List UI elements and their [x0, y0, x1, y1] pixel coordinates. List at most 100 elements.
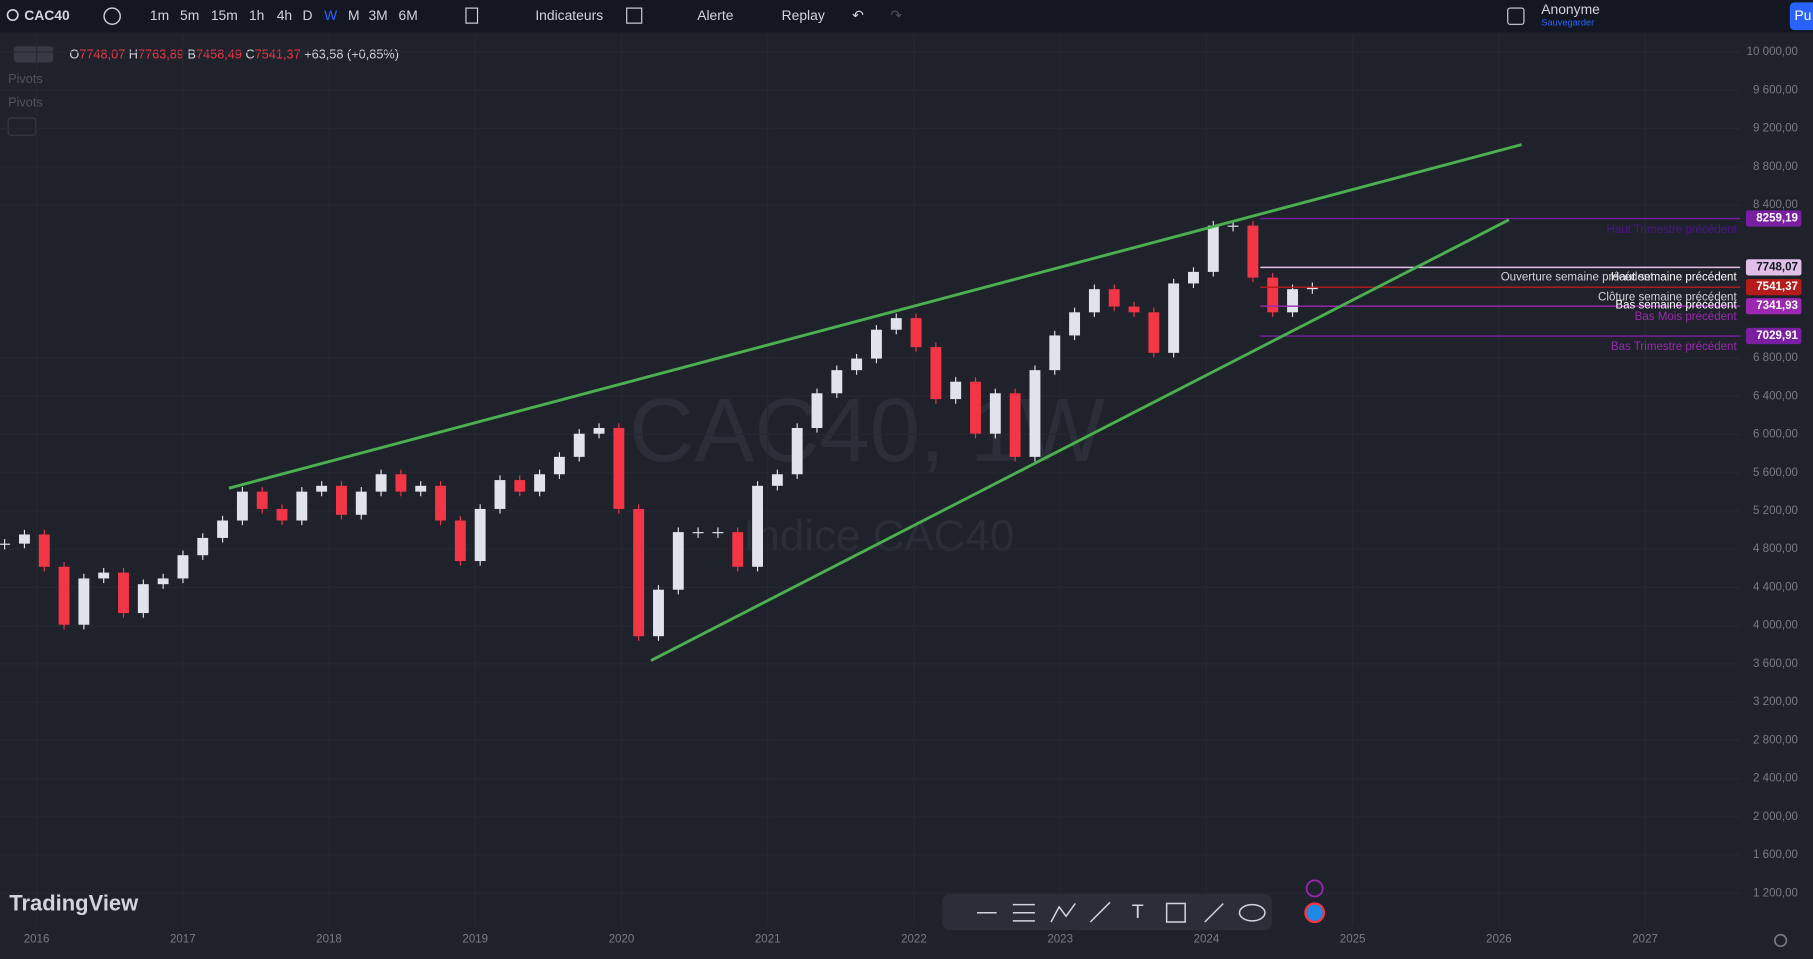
y-tick-label: 6 400,00 — [1753, 390, 1798, 402]
level-name: Haut Trimestre précédent — [1606, 224, 1737, 236]
candle-type-icon[interactable] — [465, 7, 479, 24]
candle — [593, 427, 605, 434]
low-value: 7458,49 — [196, 47, 242, 62]
legend-toggle[interactable] — [13, 46, 54, 63]
level-tag — [1745, 259, 1802, 276]
save-link[interactable]: Sauvegarder — [1541, 18, 1594, 28]
candle — [553, 456, 565, 475]
publish-button[interactable] — [1789, 2, 1813, 31]
candle — [0, 543, 11, 545]
interval-button[interactable]: 6M — [399, 7, 418, 23]
redo-button[interactable]: ↷ — [890, 7, 902, 23]
candle — [137, 584, 149, 614]
tool-icon[interactable] — [1165, 902, 1186, 923]
candle — [58, 566, 70, 625]
candle — [1207, 225, 1219, 272]
user-icon[interactable] — [1507, 7, 1525, 25]
layout-icon[interactable] — [626, 7, 643, 24]
interval-button[interactable]: 15m — [211, 7, 238, 23]
candle — [1148, 312, 1160, 353]
trend-line-upper[interactable] — [228, 143, 1522, 490]
level-name: Bas semaine précédent — [1615, 299, 1737, 311]
candle — [970, 381, 981, 434]
tool-icon[interactable] — [1204, 902, 1224, 923]
y-tick-label: 6 000,00 — [1753, 429, 1798, 441]
candle — [930, 347, 942, 400]
add-symbol[interactable] — [103, 7, 121, 25]
candle — [514, 480, 526, 492]
indicator-name[interactable]: Pivots — [8, 94, 43, 109]
level-tag — [1745, 327, 1802, 345]
candle — [613, 427, 625, 509]
status-icon[interactable] — [1304, 902, 1326, 924]
candle — [752, 485, 764, 567]
candle — [672, 532, 684, 590]
interval-button[interactable]: 3M — [368, 7, 387, 23]
candle — [1029, 370, 1041, 457]
candle — [1088, 289, 1100, 313]
y-tick-label: 1 600,00 — [1753, 849, 1798, 861]
search-icon[interactable] — [6, 9, 19, 22]
y-tick-label: 5 200,00 — [1753, 505, 1798, 517]
candle — [1227, 225, 1239, 227]
candle — [454, 520, 466, 562]
interval-button[interactable]: W — [324, 7, 338, 23]
y-tick-label: 2 800,00 — [1753, 734, 1798, 746]
level-name: Ouverture semaine précédent — [1501, 272, 1655, 284]
tool-icon[interactable] — [1238, 903, 1266, 922]
candle — [1009, 393, 1021, 457]
candle — [217, 520, 229, 538]
settings-icon[interactable] — [1774, 933, 1788, 948]
watermark-subtitle: Indice CAC40 — [743, 512, 1014, 561]
candle — [256, 491, 268, 509]
alert-button[interactable]: Alerte — [697, 7, 733, 23]
x-tick-label: 2025 — [1340, 933, 1366, 945]
indicators-button[interactable]: Indicateurs — [535, 7, 603, 23]
interval-button[interactable]: D — [303, 7, 313, 23]
candle — [435, 485, 446, 521]
candle — [534, 474, 546, 492]
candle — [831, 370, 843, 394]
candle — [157, 578, 169, 585]
level-name: Haut semaine précédent — [1611, 272, 1738, 284]
candle — [791, 427, 803, 475]
candle — [474, 508, 486, 562]
candle — [296, 491, 308, 521]
interval-button[interactable]: 1m — [150, 7, 169, 23]
brand-logo[interactable]: TradingView — [9, 890, 139, 915]
y-tick-label: 10 000,00 — [1747, 46, 1798, 58]
y-tick-label: 6 800,00 — [1753, 352, 1798, 364]
interval-button[interactable]: 5m — [180, 7, 199, 23]
symbol[interactable]: CAC40 — [24, 7, 70, 23]
trend-line-lower[interactable] — [650, 218, 1510, 662]
interval-button[interactable]: 1h — [249, 7, 264, 23]
tool-icon[interactable] — [1050, 903, 1076, 923]
watermark-title: CAC40, 1W — [629, 380, 1105, 481]
replay-button[interactable]: Replay — [782, 7, 825, 23]
interval-button[interactable]: M — [348, 7, 360, 23]
level-names: Haut Trimestre précédent Haut semaine pr… — [1501, 224, 1738, 353]
candle — [1306, 287, 1318, 290]
publish-label[interactable]: Pu — [1795, 7, 1812, 23]
candle — [236, 491, 248, 521]
undo-button[interactable]: ↶ — [852, 7, 864, 23]
candle — [336, 485, 347, 515]
collapse-button[interactable] — [7, 117, 37, 136]
x-tick-label: 2016 — [24, 933, 50, 945]
low-label: B — [188, 47, 196, 62]
y-tick-label: 8 800,00 — [1753, 161, 1798, 173]
candle — [633, 508, 645, 637]
interval-button[interactable]: 4h — [277, 7, 292, 23]
tool-icon[interactable]: T — [1132, 901, 1144, 923]
candle — [1049, 335, 1061, 371]
candle — [890, 318, 902, 330]
candle — [1168, 283, 1180, 353]
user-name[interactable]: Anonyme — [1541, 1, 1600, 17]
indicator-name[interactable]: Pivots — [8, 71, 43, 86]
level-label: 7541,37 — [1756, 281, 1798, 293]
flash-icon[interactable] — [1305, 879, 1324, 898]
tool-icon[interactable] — [1089, 901, 1111, 923]
